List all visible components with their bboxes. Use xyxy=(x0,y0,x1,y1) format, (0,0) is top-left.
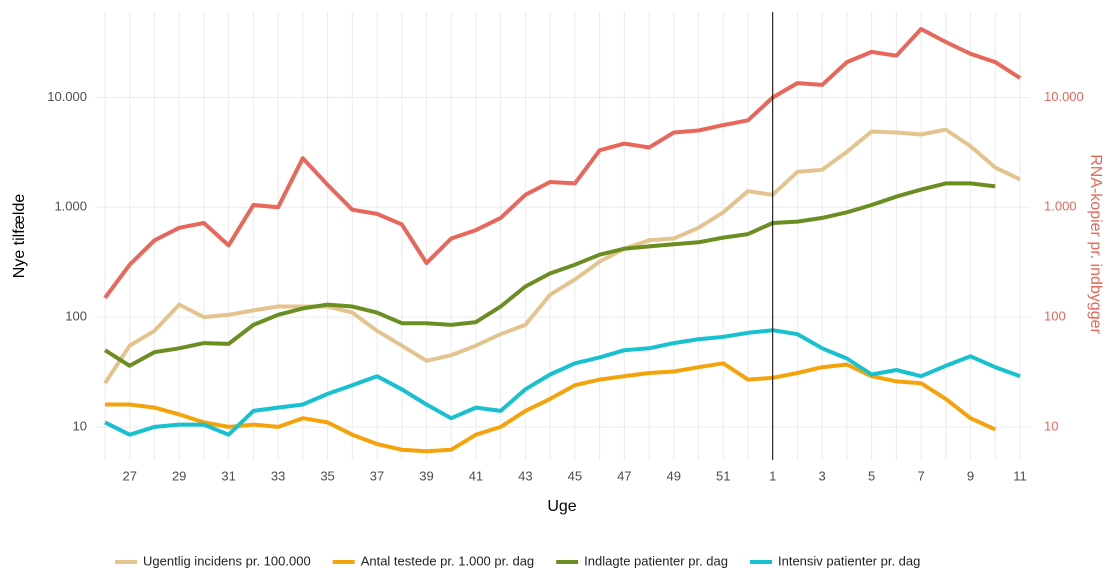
y-tick-label: 1.000 xyxy=(54,199,87,214)
legend-label: Antal testede pr. 1.000 pr. dag xyxy=(361,553,534,568)
series-line xyxy=(103,27,1022,299)
x-tick-label: 41 xyxy=(469,468,483,483)
legend-label: Indlagte patienter pr. dag xyxy=(584,553,728,568)
legend-label: Intensiv patienter pr. dag xyxy=(778,553,920,568)
x-tick-label: 43 xyxy=(518,468,532,483)
x-tick-label: 11 xyxy=(1013,468,1027,483)
x-tick-label: 5 xyxy=(868,468,875,483)
x-tick-label: 27 xyxy=(122,468,136,483)
x-tick-label: 31 xyxy=(221,468,235,483)
grid xyxy=(95,12,1030,460)
y2-tick-label: 10 xyxy=(1044,418,1058,433)
x-tick-label: 37 xyxy=(370,468,384,483)
series-line xyxy=(103,127,1021,385)
x-tick-label: 1 xyxy=(769,468,776,483)
series-line xyxy=(105,361,997,454)
x-tick-label: 39 xyxy=(419,468,433,483)
y2-tick-label: 100 xyxy=(1044,309,1066,324)
y-axis-title: Nye tilfælde xyxy=(11,194,28,279)
x-tick-label: 29 xyxy=(172,468,186,483)
y2-tick-label: 1.000 xyxy=(1044,199,1077,214)
series-line xyxy=(104,328,1021,437)
y2-axis-title: RNA-kopier pr. indbygger xyxy=(1087,154,1104,334)
series-line xyxy=(103,181,996,368)
x-tick-label: 45 xyxy=(568,468,582,483)
x-tick-label: 9 xyxy=(967,468,974,483)
y-tick-label: 10 xyxy=(73,418,87,433)
y-tick-label: 100 xyxy=(65,309,87,324)
x-tick-label: 47 xyxy=(617,468,631,483)
y2-tick-label: 10.000 xyxy=(1044,89,1084,104)
x-tick-label: 51 xyxy=(716,468,730,483)
legend-label: Ugentlig incidens pr. 100.000 xyxy=(143,553,311,568)
x-tick-label: 33 xyxy=(271,468,285,483)
x-axis-title: Uge xyxy=(547,498,576,515)
x-tick-label: 7 xyxy=(917,468,924,483)
x-tick-label: 49 xyxy=(667,468,681,483)
x-tick-label: 35 xyxy=(320,468,334,483)
x-tick-label: 3 xyxy=(819,468,826,483)
y-tick-label: 10.000 xyxy=(47,89,87,104)
